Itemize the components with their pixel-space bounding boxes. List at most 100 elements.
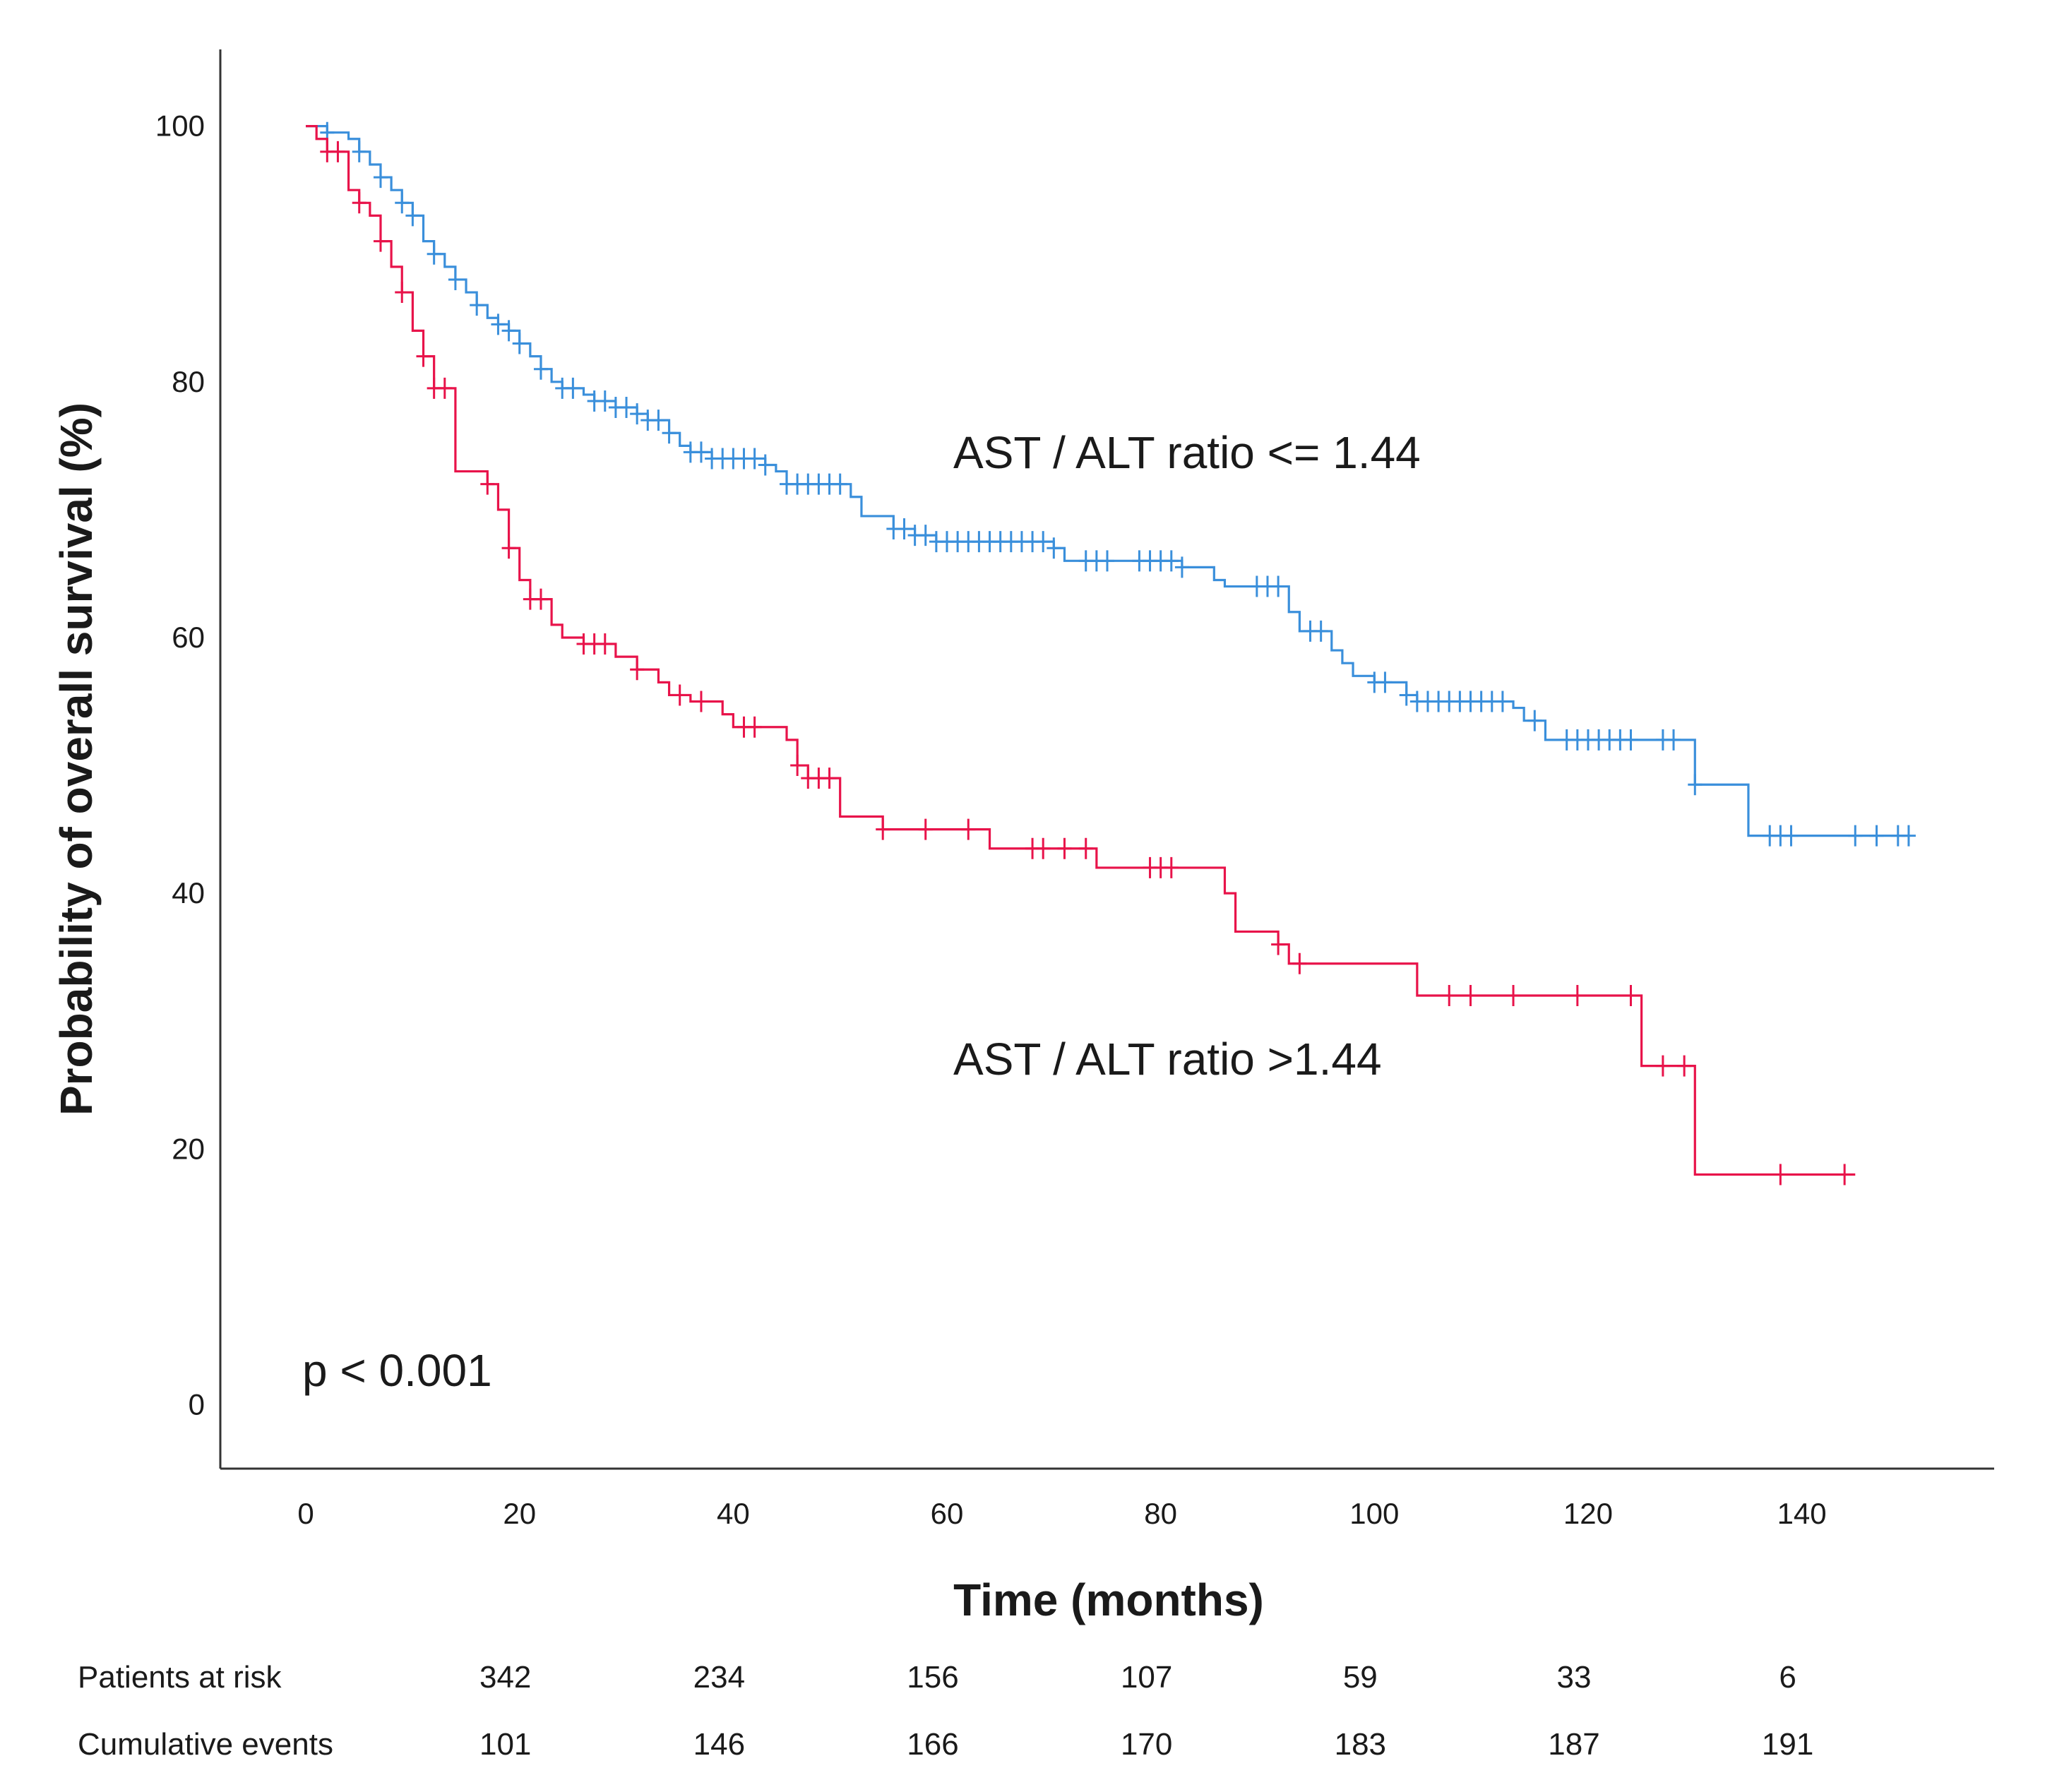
censor-mark bbox=[597, 390, 612, 412]
censor-mark bbox=[1036, 837, 1051, 859]
censor-mark bbox=[790, 755, 805, 777]
censor-mark bbox=[1271, 575, 1286, 597]
survival-curve-series-0 bbox=[306, 125, 1909, 837]
censor-mark bbox=[1036, 531, 1051, 553]
censor-mark bbox=[395, 192, 410, 214]
axes bbox=[219, 49, 1994, 1470]
x-tick-label-80: 80 bbox=[1144, 1497, 1177, 1530]
censor-mark bbox=[1506, 985, 1521, 1006]
censor-mark bbox=[1667, 729, 1681, 751]
censor-mark bbox=[470, 294, 484, 316]
censor-mark bbox=[448, 268, 463, 290]
censor-mark bbox=[1463, 985, 1478, 1006]
y-tick-label-80: 80 bbox=[172, 365, 205, 398]
censor-mark bbox=[416, 345, 431, 367]
p-value-label: p < 0.001 bbox=[302, 1345, 492, 1396]
label-high-ratio: AST / ALT ratio >1.44 bbox=[953, 1034, 1382, 1085]
risk-value: 6 bbox=[1779, 1660, 1796, 1695]
censor-mark bbox=[747, 716, 762, 738]
censor-mark bbox=[437, 377, 452, 399]
survival-curve-series-1 bbox=[306, 125, 1856, 1176]
censor-mark bbox=[918, 818, 933, 840]
risk-value: 33 bbox=[1556, 1660, 1591, 1695]
censor-mark bbox=[1057, 837, 1072, 859]
censor-mark bbox=[352, 192, 366, 214]
x-tick-label-120: 120 bbox=[1563, 1497, 1613, 1530]
censor-mark bbox=[1848, 825, 1863, 847]
y-tick-label-0: 0 bbox=[189, 1387, 205, 1421]
censor-mark bbox=[427, 243, 441, 265]
censor-mark bbox=[501, 537, 516, 559]
censor-mark bbox=[1174, 556, 1189, 578]
censor-mark bbox=[1164, 550, 1179, 572]
censor-mark bbox=[405, 205, 420, 227]
censor-mark bbox=[1688, 774, 1703, 796]
risk-values: 342 234 156 107 59 33 6 101 146 166 170 183 187 191 bbox=[479, 1660, 1813, 1762]
censor-mark bbox=[1837, 1164, 1852, 1185]
risk-value: 187 bbox=[1548, 1727, 1599, 1762]
risk-value: 342 bbox=[479, 1660, 531, 1695]
censor-mark bbox=[1773, 1164, 1788, 1185]
censor-mark bbox=[1100, 550, 1114, 572]
label-low-ratio: AST / ALT ratio <= 1.44 bbox=[953, 427, 1421, 478]
censor-marks-series-1 bbox=[320, 141, 1852, 1185]
censor-mark bbox=[1784, 825, 1799, 847]
censor-mark bbox=[833, 473, 847, 495]
x-tick-label-60: 60 bbox=[931, 1497, 964, 1530]
risk-value: 156 bbox=[907, 1660, 958, 1695]
censor-mark bbox=[1869, 825, 1884, 847]
censor-mark bbox=[1313, 620, 1328, 642]
risk-value: 170 bbox=[1121, 1727, 1172, 1762]
risk-value: 59 bbox=[1343, 1660, 1378, 1695]
risk-value: 191 bbox=[1762, 1727, 1813, 1762]
censor-mark bbox=[330, 141, 345, 162]
survival-curves bbox=[306, 121, 1916, 1185]
risk-value: 101 bbox=[479, 1727, 531, 1762]
x-tick-label-40: 40 bbox=[717, 1497, 750, 1530]
censor-mark bbox=[672, 684, 687, 706]
censor-mark bbox=[876, 818, 890, 840]
censor-mark bbox=[1442, 985, 1457, 1006]
censor-mark bbox=[501, 320, 516, 342]
censor-mark bbox=[630, 659, 645, 681]
censor-mark bbox=[630, 403, 645, 425]
censor-mark bbox=[1047, 537, 1061, 559]
risk-table: Patients at risk Cumulative events 342 23… bbox=[78, 1660, 1813, 1762]
risk-row-label-at-risk: Patients at risk bbox=[78, 1660, 282, 1695]
x-tick-label-20: 20 bbox=[503, 1497, 536, 1530]
x-tick-label-100: 100 bbox=[1349, 1497, 1399, 1530]
censor-mark bbox=[662, 422, 676, 444]
censor-mark bbox=[1292, 952, 1307, 974]
censor-mark bbox=[1901, 825, 1916, 847]
y-tick-label-100: 100 bbox=[155, 109, 205, 143]
censor-mark bbox=[747, 448, 762, 470]
censor-mark bbox=[1078, 837, 1093, 859]
censor-mark bbox=[1677, 1055, 1692, 1077]
y-tick-label-20: 20 bbox=[172, 1132, 205, 1165]
censor-mark bbox=[822, 767, 837, 789]
censor-mark bbox=[693, 691, 708, 712]
y-tick-label-40: 40 bbox=[172, 876, 205, 909]
risk-value: 166 bbox=[907, 1727, 958, 1762]
x-tick-label-0: 0 bbox=[297, 1497, 314, 1530]
censor-mark bbox=[512, 333, 527, 354]
risk-value: 107 bbox=[1121, 1660, 1172, 1695]
risk-row-label-events: Cumulative events bbox=[78, 1727, 333, 1762]
censor-mark bbox=[1655, 1055, 1670, 1077]
censor-mark bbox=[1399, 684, 1414, 706]
y-tick-label-60: 60 bbox=[172, 621, 205, 654]
censor-mark bbox=[1623, 985, 1638, 1006]
censor-mark bbox=[897, 518, 912, 540]
censor-mark bbox=[1271, 933, 1286, 955]
censor-mark bbox=[352, 141, 366, 162]
censor-mark bbox=[533, 358, 548, 380]
censor-mark bbox=[1164, 856, 1179, 878]
censor-mark bbox=[597, 633, 612, 655]
censor-mark bbox=[918, 525, 933, 546]
censor-mark bbox=[1623, 729, 1638, 751]
censor-mark bbox=[758, 454, 773, 476]
censor-mark bbox=[961, 818, 976, 840]
x-tick-label-140: 140 bbox=[1777, 1497, 1827, 1530]
censor-mark bbox=[1378, 671, 1393, 693]
